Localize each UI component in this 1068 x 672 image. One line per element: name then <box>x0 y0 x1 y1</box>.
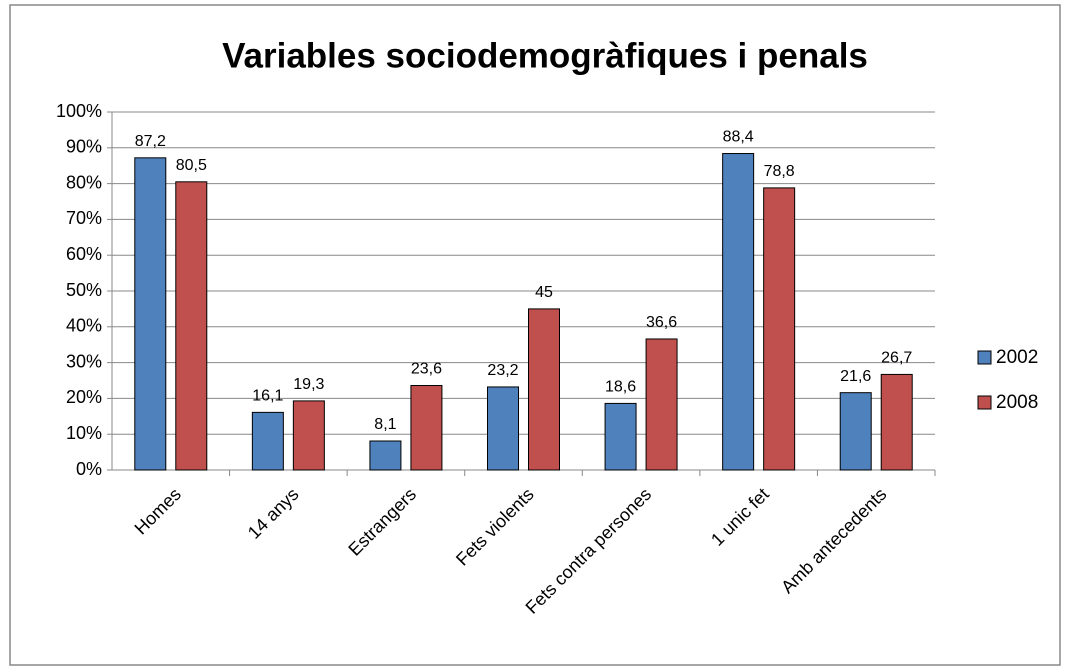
value-label: 78,8 <box>764 163 795 180</box>
value-label: 23,2 <box>487 362 518 379</box>
legend-swatch <box>977 350 992 365</box>
y-tick-label: 0% <box>76 459 102 479</box>
bar <box>134 157 167 471</box>
bar <box>604 402 637 471</box>
bar <box>645 338 678 471</box>
y-tick-label: 80% <box>66 172 102 192</box>
bar <box>410 385 443 471</box>
bar <box>839 392 872 471</box>
legend-swatch <box>977 395 992 410</box>
y-tick-label: 30% <box>66 351 102 371</box>
bar <box>763 187 796 471</box>
bar <box>292 400 325 471</box>
y-tick-label: 60% <box>66 244 102 264</box>
value-label: 16,1 <box>252 388 283 405</box>
bar <box>251 411 284 471</box>
value-label: 18,6 <box>605 379 636 396</box>
y-tick-label: 10% <box>66 423 102 443</box>
value-label: 21,6 <box>840 368 871 385</box>
legend-label: 2008 <box>996 392 1038 413</box>
value-label: 88,4 <box>723 129 754 146</box>
bar <box>487 386 519 471</box>
value-label: 80,5 <box>176 157 207 174</box>
value-label: 26,7 <box>881 350 912 367</box>
bar <box>528 308 560 471</box>
y-tick-label: 20% <box>66 387 102 407</box>
value-label: 23,6 <box>411 361 442 378</box>
y-tick-label: 70% <box>66 208 102 228</box>
value-label: 36,6 <box>646 314 677 331</box>
value-label: 87,2 <box>135 133 166 150</box>
y-tick-label: 100% <box>56 101 102 121</box>
value-label: 8,1 <box>374 416 396 433</box>
bar <box>175 181 208 471</box>
value-label: 19,3 <box>293 376 324 393</box>
y-tick-label: 50% <box>66 280 102 300</box>
y-tick-label: 90% <box>66 137 102 157</box>
bar <box>722 153 755 471</box>
bar <box>880 373 913 471</box>
value-label: 45 <box>535 284 553 301</box>
y-tick-label: 40% <box>66 316 102 336</box>
chart-title: Variables sociodemogràfiques i penals <box>222 36 868 75</box>
legend-label: 2002 <box>996 347 1038 368</box>
bar <box>369 440 402 471</box>
